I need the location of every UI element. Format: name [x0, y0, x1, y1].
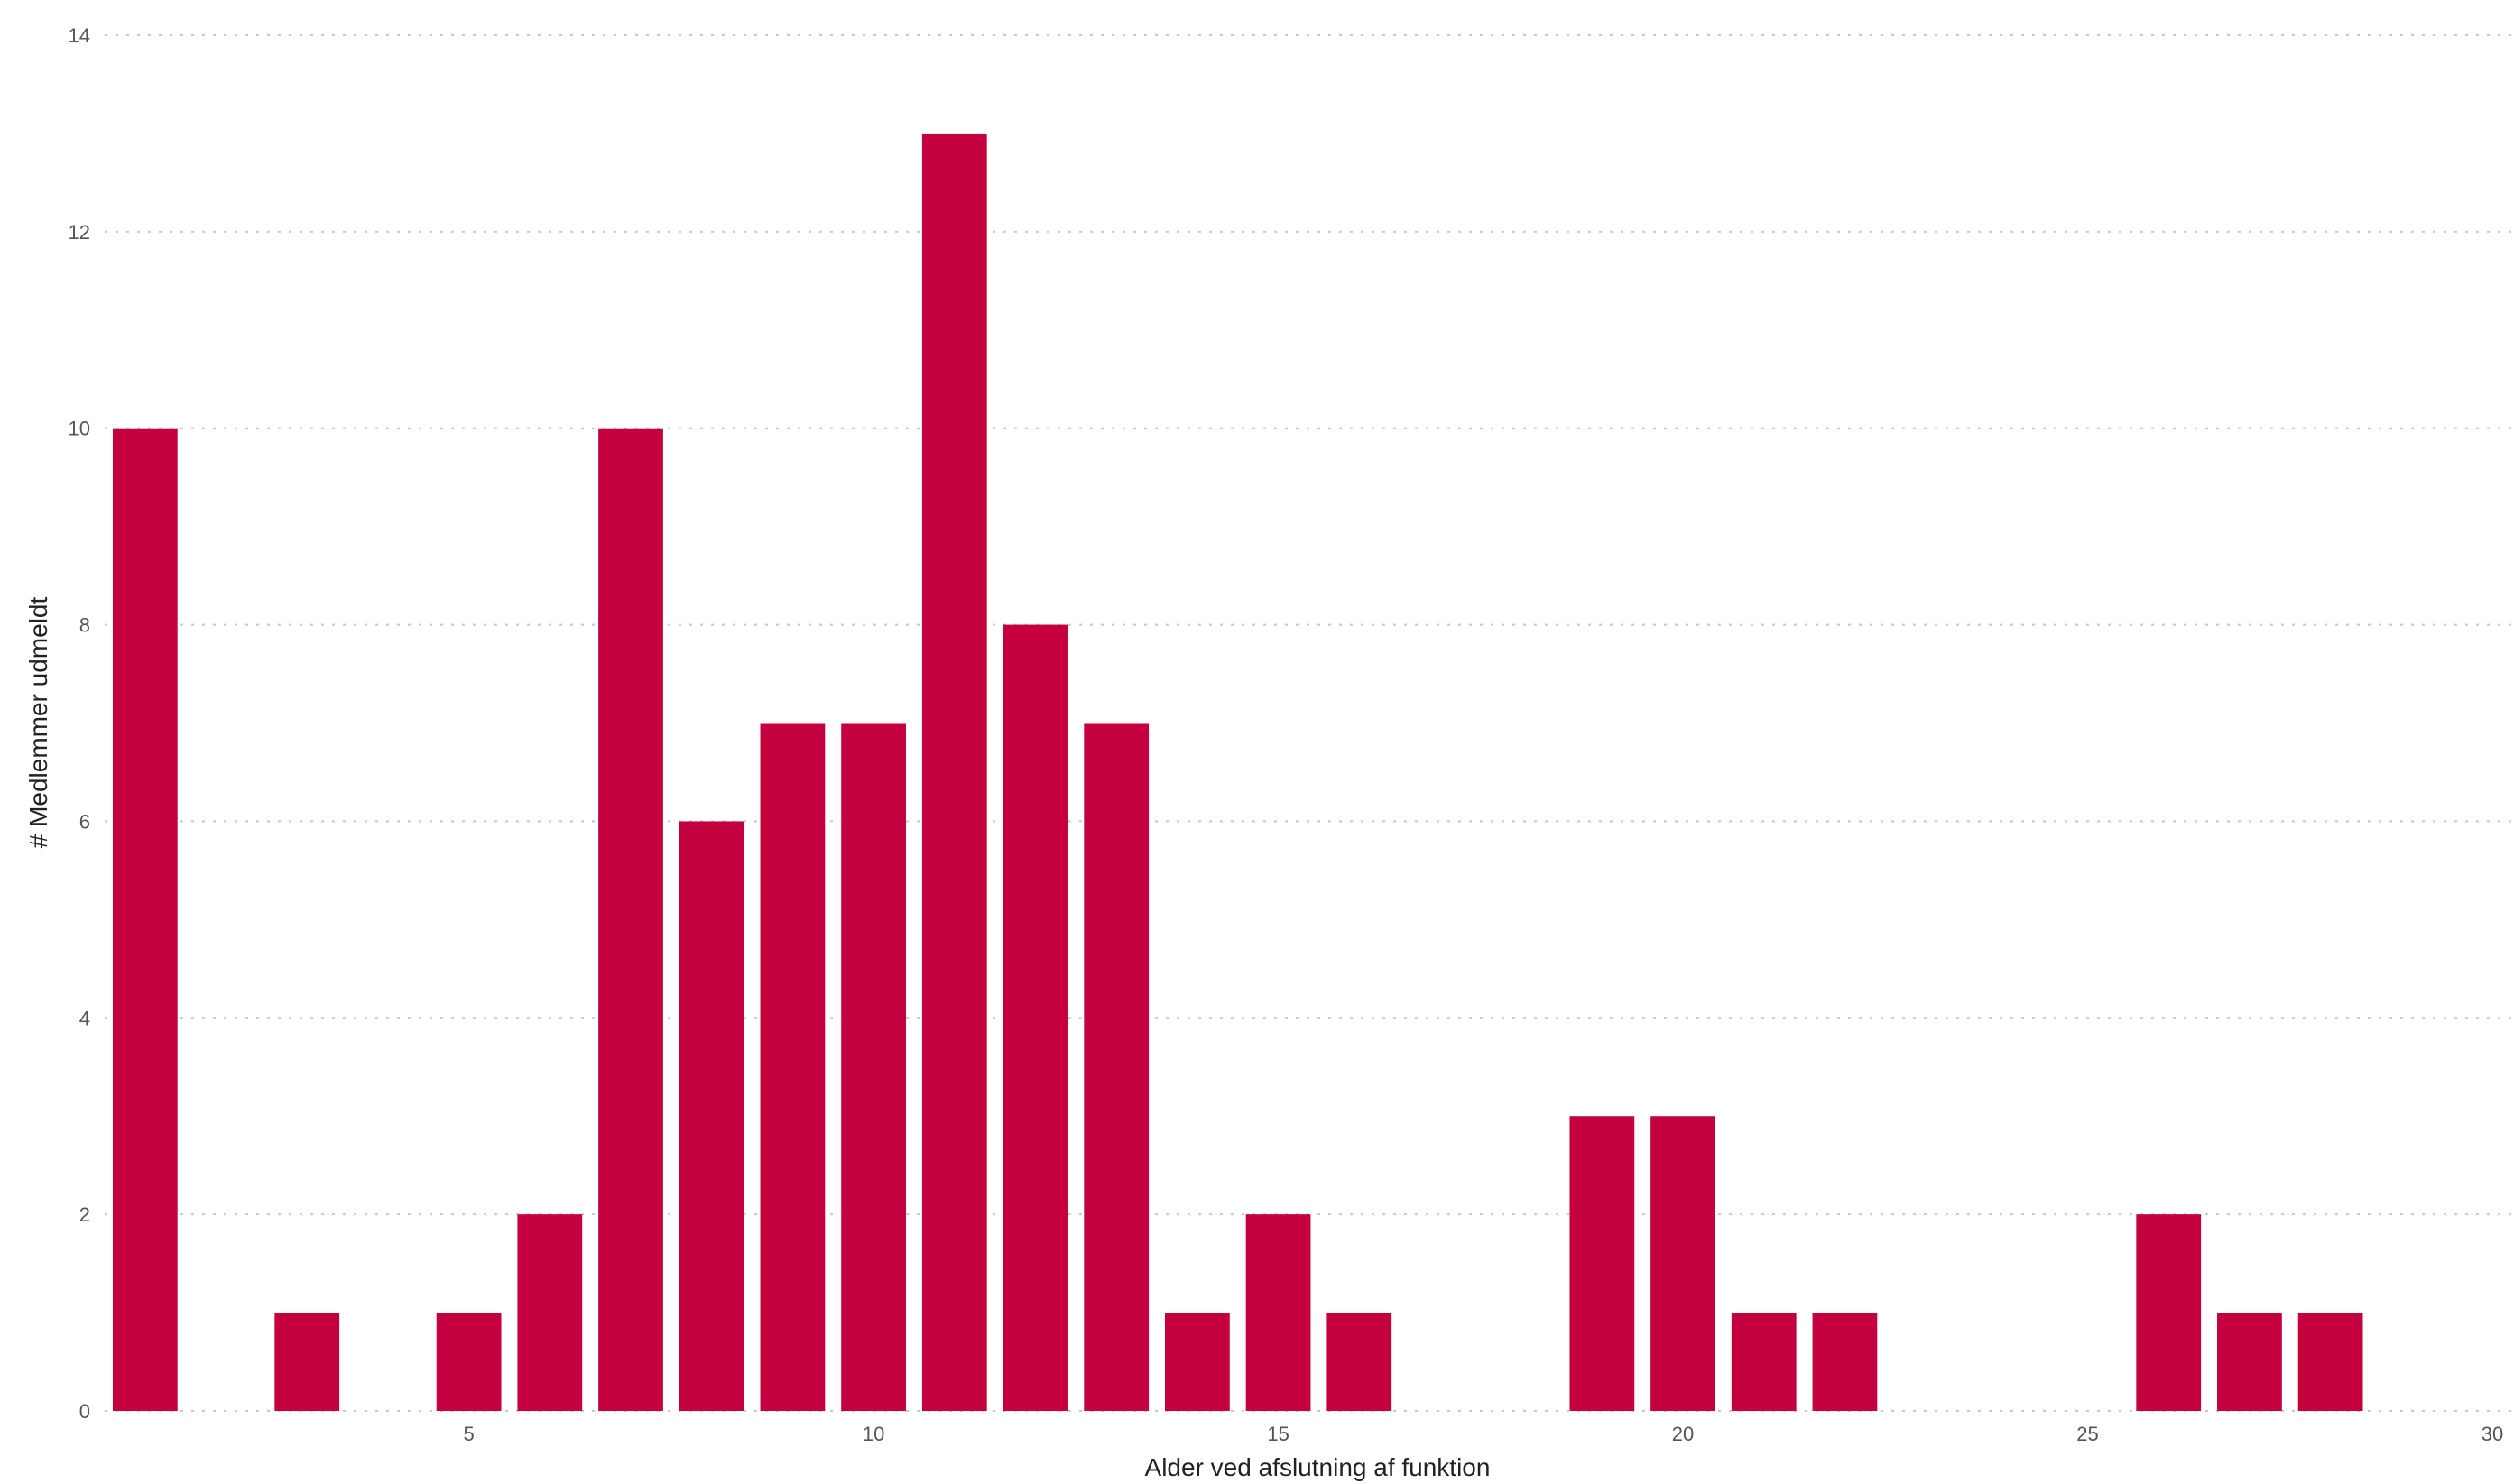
bar-x-13: [1084, 723, 1150, 1411]
x-axis-ticks: 5 10 15 20 25 30: [464, 1423, 2504, 1445]
y-tick-label-6: 6: [79, 810, 90, 833]
bar-x-22: [1812, 1313, 1878, 1411]
bar-x-8: [679, 821, 744, 1411]
bar-x-27: [2217, 1313, 2282, 1411]
bar-x-15: [1245, 1214, 1311, 1411]
x-tick-label-25: 25: [2076, 1423, 2098, 1445]
x-axis-label: Alder ved afslutning af funktion: [1145, 1453, 1491, 1481]
gridlines: [105, 34, 2514, 1412]
y-tick-label-8: 8: [79, 614, 90, 637]
x-tick-label-30: 30: [2482, 1423, 2503, 1445]
bar-x-19: [1569, 1116, 1635, 1411]
bars: [112, 133, 2363, 1411]
x-tick-label-20: 20: [1672, 1423, 1694, 1445]
x-tick-label-10: 10: [863, 1423, 884, 1445]
bar-x-26: [2136, 1214, 2202, 1411]
bar-x-10: [841, 723, 906, 1411]
bar-x-21: [1731, 1313, 1797, 1411]
bar-x-3: [274, 1313, 340, 1411]
bar-x-7: [598, 428, 663, 1411]
bar-x-16: [1326, 1313, 1392, 1411]
y-tick-label-2: 2: [79, 1203, 90, 1226]
bar-x-14: [1165, 1313, 1230, 1411]
bar-x-28: [2297, 1313, 2363, 1411]
bar-x-5: [436, 1313, 502, 1411]
bar-x-1: [112, 428, 178, 1411]
bar-x-11: [921, 133, 987, 1411]
y-tick-label-12: 12: [69, 221, 90, 244]
bar-x-12: [1003, 624, 1068, 1411]
y-tick-label-14: 14: [69, 24, 90, 47]
y-axis-label: # Medlemmer udmeldt: [24, 597, 52, 849]
x-tick-label-15: 15: [1267, 1423, 1289, 1445]
y-tick-label-10: 10: [69, 418, 90, 440]
bar-x-6: [517, 1214, 583, 1411]
x-tick-label-5: 5: [464, 1423, 475, 1445]
y-tick-label-4: 4: [79, 1007, 90, 1029]
bar-x-9: [760, 723, 826, 1411]
y-axis-ticks: 0 2 4 6 8 10 12 14: [69, 24, 90, 1423]
bar-x-20: [1650, 1116, 1715, 1411]
y-tick-label-0: 0: [79, 1400, 90, 1423]
